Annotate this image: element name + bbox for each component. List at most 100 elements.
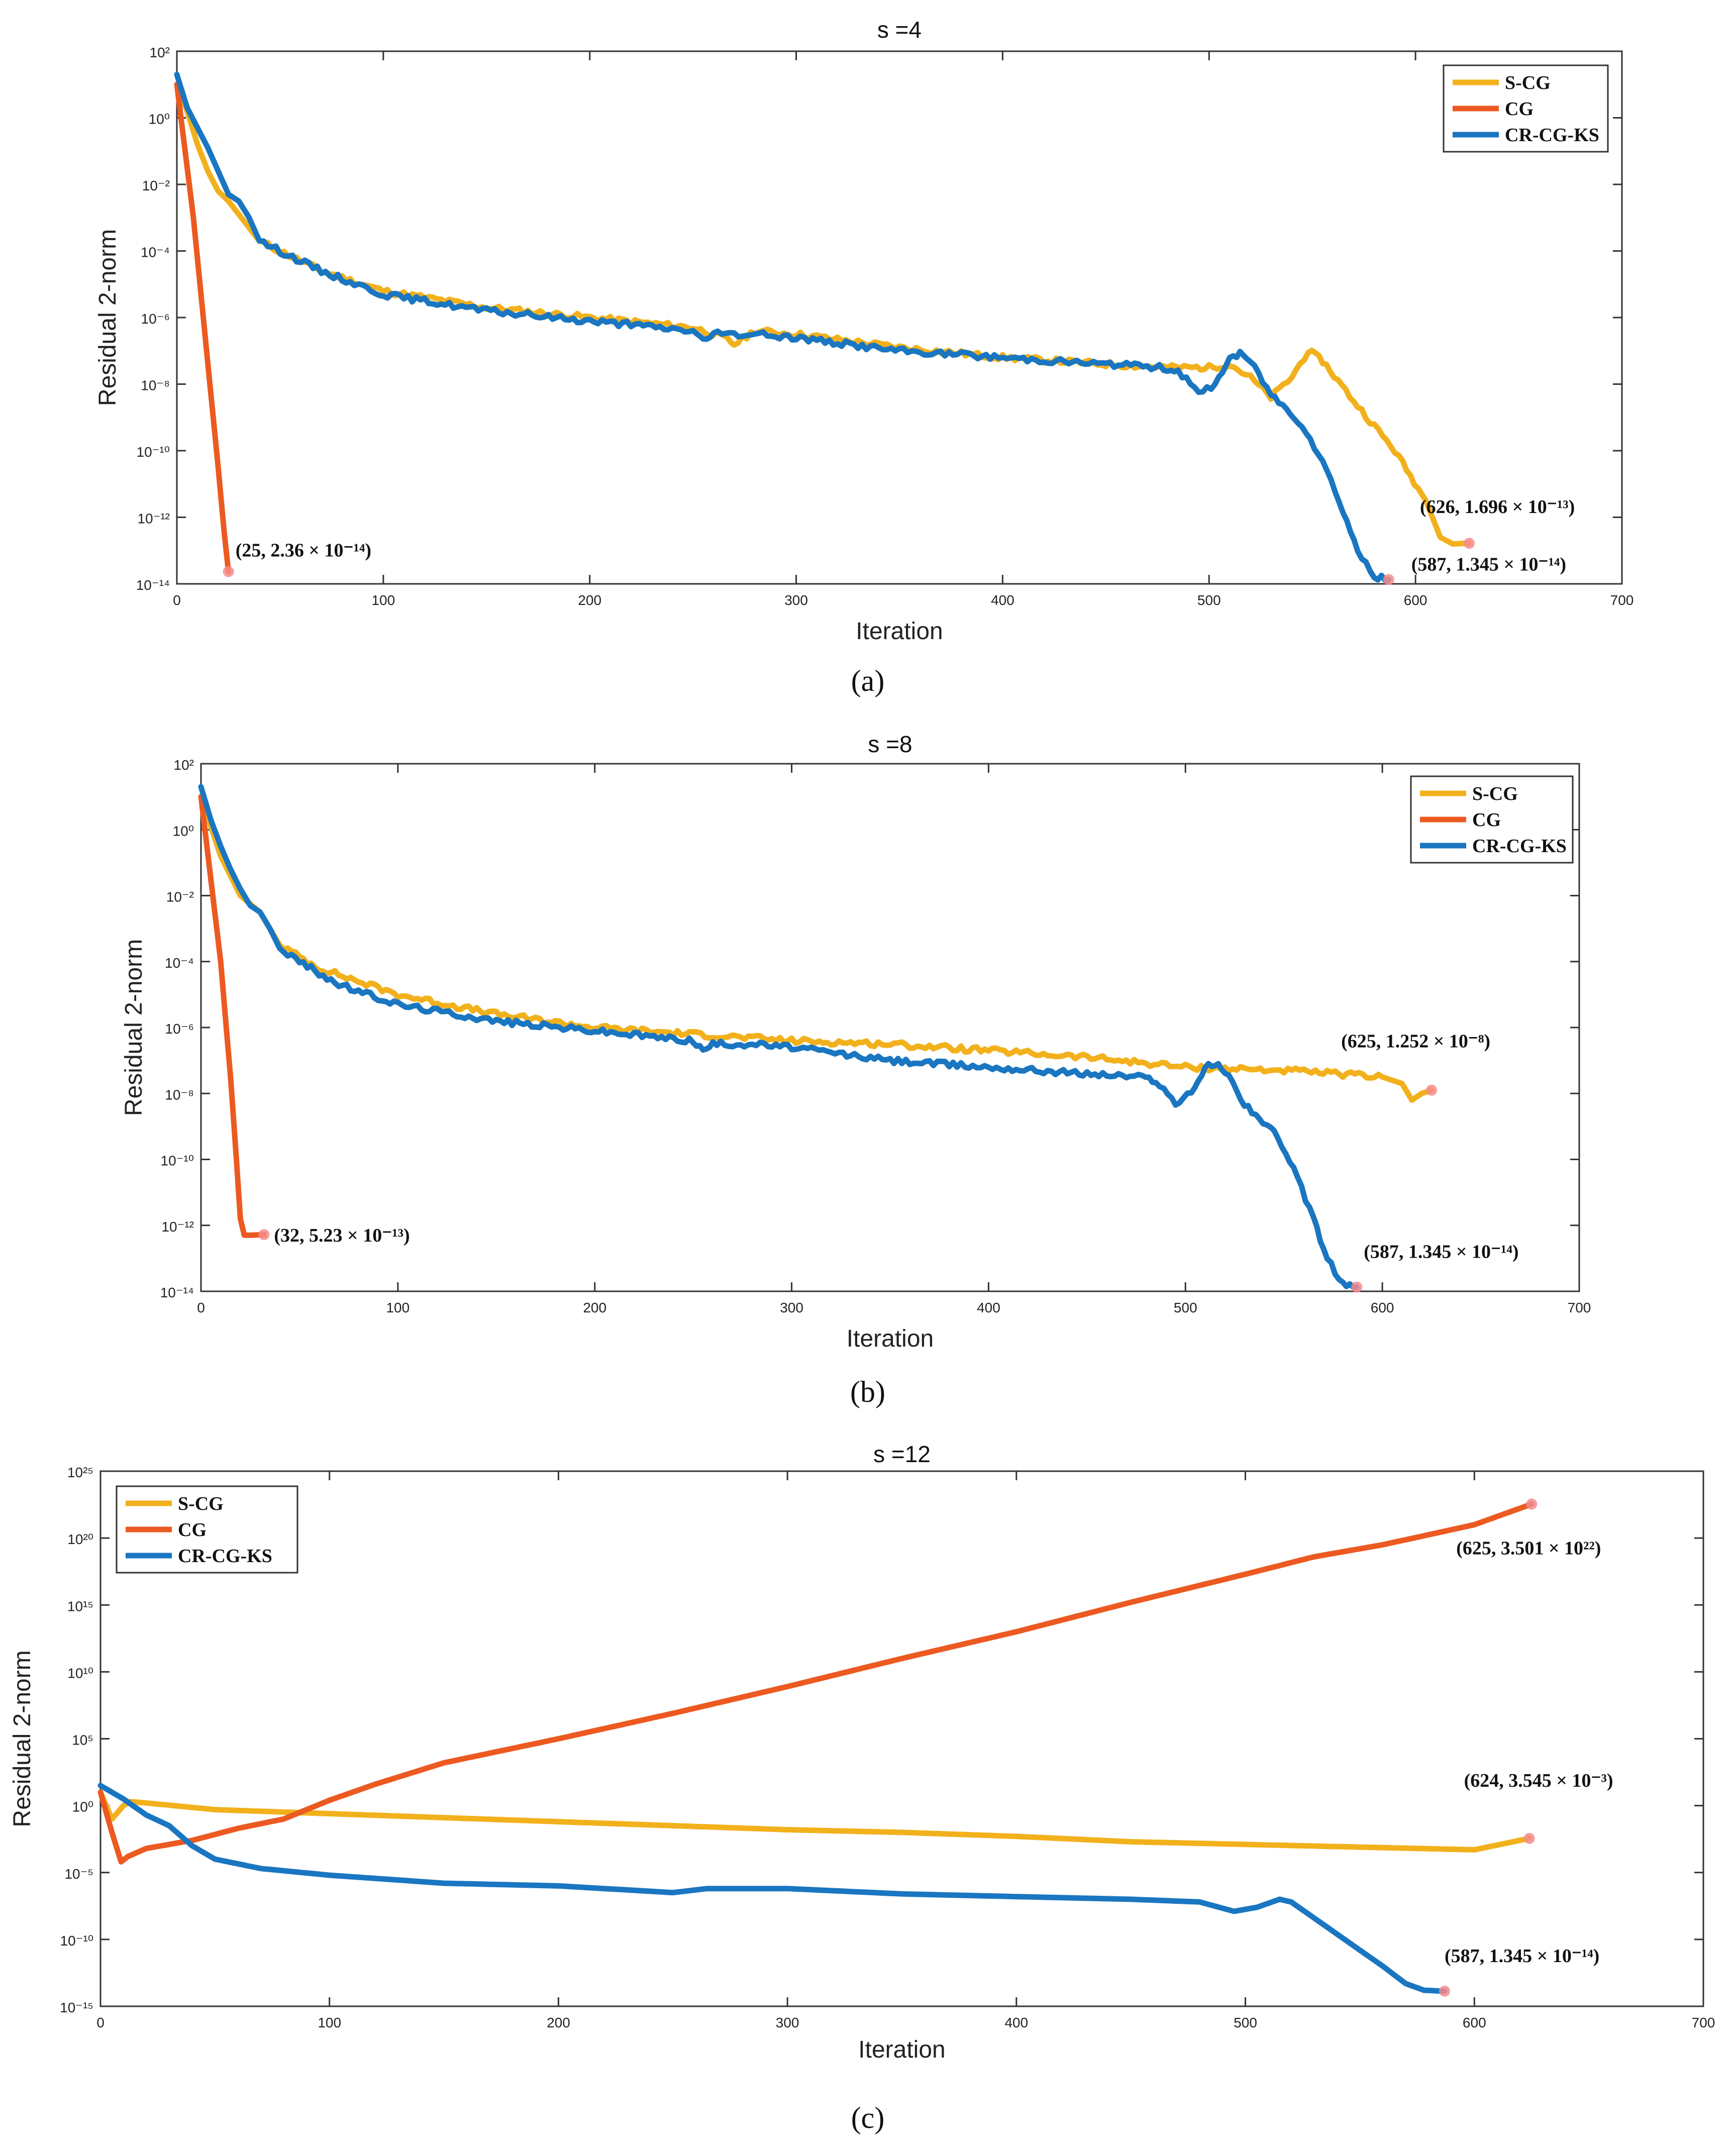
- end-point-annotation: (625, 3.501 × 10²²): [1456, 1538, 1601, 1559]
- chart-title: s =8: [868, 731, 912, 757]
- y-axis-label: Residual 2-norm: [9, 1650, 36, 1827]
- series-line-s-cg: [174, 81, 1472, 547]
- y-tick-label: 10⁻¹⁰: [137, 444, 170, 460]
- end-point-annotation: (32, 5.23 × 10⁻¹³): [274, 1225, 410, 1246]
- y-tick-label: 10⁵: [72, 1732, 93, 1748]
- y-tick-label: 10⁻⁵: [64, 1866, 93, 1882]
- y-tick-label: 10²: [174, 757, 194, 773]
- series-line-cg: [97, 1501, 1535, 1865]
- y-tick-label: 10⁰: [72, 1799, 93, 1815]
- end-marker-cr-cg-ks: [1439, 1985, 1451, 1997]
- x-tick-label: 0: [96, 2015, 105, 2030]
- x-tick-label: 500: [1174, 1300, 1197, 1315]
- y-tick-label: 10⁻²: [142, 178, 170, 193]
- x-tick-label: 300: [780, 1300, 803, 1315]
- x-tick-label: 100: [386, 1300, 410, 1315]
- series-line-cg: [198, 794, 267, 1238]
- y-tick-label: 10⁻¹⁴: [136, 577, 170, 593]
- end-point-annotation: (626, 1.696 × 10⁻¹³): [1420, 496, 1575, 518]
- y-tick-label: 10⁻⁶: [141, 311, 170, 327]
- x-axis-label: Iteration: [847, 1325, 934, 1352]
- y-tick-label: 10¹⁵: [67, 1598, 93, 1614]
- legend-label: CR-CG-KS: [178, 1546, 272, 1567]
- legend: S-CG CG CR-CG-KS: [116, 1485, 298, 1574]
- series-line-s-cg: [198, 794, 1435, 1103]
- x-tick-label: 200: [547, 2015, 570, 2030]
- end-point-annotation: (25, 2.36 × 10⁻¹⁴): [236, 540, 371, 561]
- subfigure-label: (c): [851, 2101, 885, 2134]
- end-marker-cg: [1526, 1498, 1538, 1510]
- y-tick-label: 10²⁰: [67, 1531, 93, 1547]
- end-marker-s-cg: [1426, 1084, 1438, 1096]
- x-tick-label: 700: [1692, 2015, 1715, 2030]
- x-tick-label: 0: [197, 1300, 205, 1315]
- y-tick-label: 10⁰: [173, 823, 194, 839]
- chart-title: s =12: [873, 1441, 931, 1467]
- x-tick-label: 700: [1568, 1300, 1591, 1315]
- y-tick-label: 10⁻⁴: [141, 245, 170, 260]
- end-point-annotation: (625, 1.252 × 10⁻⁸): [1341, 1031, 1490, 1052]
- end-point-annotation: (587, 1.345 × 10⁻¹⁴): [1445, 1946, 1599, 1967]
- end-marker-cg: [258, 1229, 270, 1241]
- end-marker-cr-cg-ks: [1351, 1281, 1363, 1293]
- x-tick-label: 300: [784, 592, 808, 608]
- legend-label: S-CG: [178, 1493, 224, 1514]
- chart-panel-c: s =12 0 100 200 300 400 500 600 700 10²⁵ 10²⁰ 10¹⁵ 1…: [9, 1441, 1715, 2134]
- end-marker-cr-cg-ks: [1383, 574, 1394, 585]
- legend: S-CG CG CR-CG-KS: [1410, 775, 1574, 864]
- x-tick-label: 600: [1371, 1300, 1394, 1315]
- end-marker-s-cg: [1523, 1832, 1535, 1844]
- legend-label: CR-CG-KS: [1505, 125, 1599, 146]
- x-tick-label: 600: [1463, 2015, 1486, 2030]
- x-tick-label: 400: [977, 1300, 1000, 1315]
- y-tick-label: 10⁻¹⁰: [60, 1933, 93, 1949]
- x-tick-label: 400: [1004, 2015, 1028, 2030]
- x-axis-label: Iteration: [858, 2036, 945, 2063]
- plot-area: [176, 50, 1623, 585]
- legend-label: CG: [178, 1519, 207, 1541]
- end-marker-cg: [223, 566, 234, 577]
- x-axis-label: Iteration: [856, 618, 943, 645]
- legend-label: CG: [1505, 98, 1534, 120]
- y-tick-label: 10²⁵: [67, 1465, 93, 1480]
- y-tick-label: 10⁰: [149, 112, 170, 127]
- x-tick-label: 100: [371, 592, 395, 608]
- series-line-cr-cg-ks: [174, 71, 1392, 583]
- y-tick-label: 10⁻¹⁴: [160, 1285, 194, 1300]
- series-line-cg: [174, 81, 232, 574]
- y-tick-label: 10⁻⁶: [165, 1021, 194, 1037]
- y-tick-label: 10⁻¹²: [161, 1219, 194, 1235]
- series-line-cr-cg-ks: [198, 784, 1360, 1290]
- series-line-s-cg: [97, 1789, 1533, 1853]
- plot-area: [99, 1470, 1704, 2007]
- x-tick-label: 500: [1197, 592, 1221, 608]
- y-tick-label: 10⁻⁸: [165, 1087, 194, 1102]
- end-point-annotation: (587, 1.345 × 10⁻¹⁴): [1411, 554, 1566, 575]
- legend-label: S-CG: [1505, 72, 1551, 93]
- x-tick-label: 500: [1234, 2015, 1257, 2030]
- chart-panel-b: s =8 0 100 200 300 400 500 600 700 10² 10⁰ 10⁻² 10⁻⁴…: [121, 731, 1591, 1408]
- y-tick-label: 10⁻¹⁵: [60, 2000, 93, 2015]
- x-tick-label: 700: [1610, 592, 1634, 608]
- y-tick-label: 10⁻⁸: [141, 378, 170, 393]
- legend-label: S-CG: [1472, 783, 1518, 804]
- y-tick-label: 10⁻⁴: [165, 955, 194, 971]
- x-tick-label: 400: [991, 592, 1014, 608]
- plot-area: [200, 763, 1580, 1292]
- legend: S-CG CG CR-CG-KS: [1443, 64, 1609, 153]
- subfigure-label: (a): [851, 664, 885, 697]
- y-tick-label: 10⁻¹²: [137, 511, 170, 527]
- y-tick-label: 10⁻²: [166, 889, 194, 905]
- end-marker-s-cg: [1463, 538, 1475, 549]
- subfigure-label: (b): [850, 1375, 885, 1408]
- y-axis-label: Residual 2-norm: [121, 939, 147, 1116]
- x-tick-label: 200: [578, 592, 601, 608]
- x-tick-label: 200: [583, 1300, 606, 1315]
- x-tick-label: 100: [318, 2015, 341, 2030]
- y-tick-label: 10¹⁰: [67, 1665, 93, 1681]
- x-tick-label: 300: [776, 2015, 799, 2030]
- y-axis-label: Residual 2-norm: [94, 229, 121, 406]
- end-point-annotation: (587, 1.345 × 10⁻¹⁴): [1364, 1241, 1518, 1262]
- legend-label: CR-CG-KS: [1472, 836, 1567, 857]
